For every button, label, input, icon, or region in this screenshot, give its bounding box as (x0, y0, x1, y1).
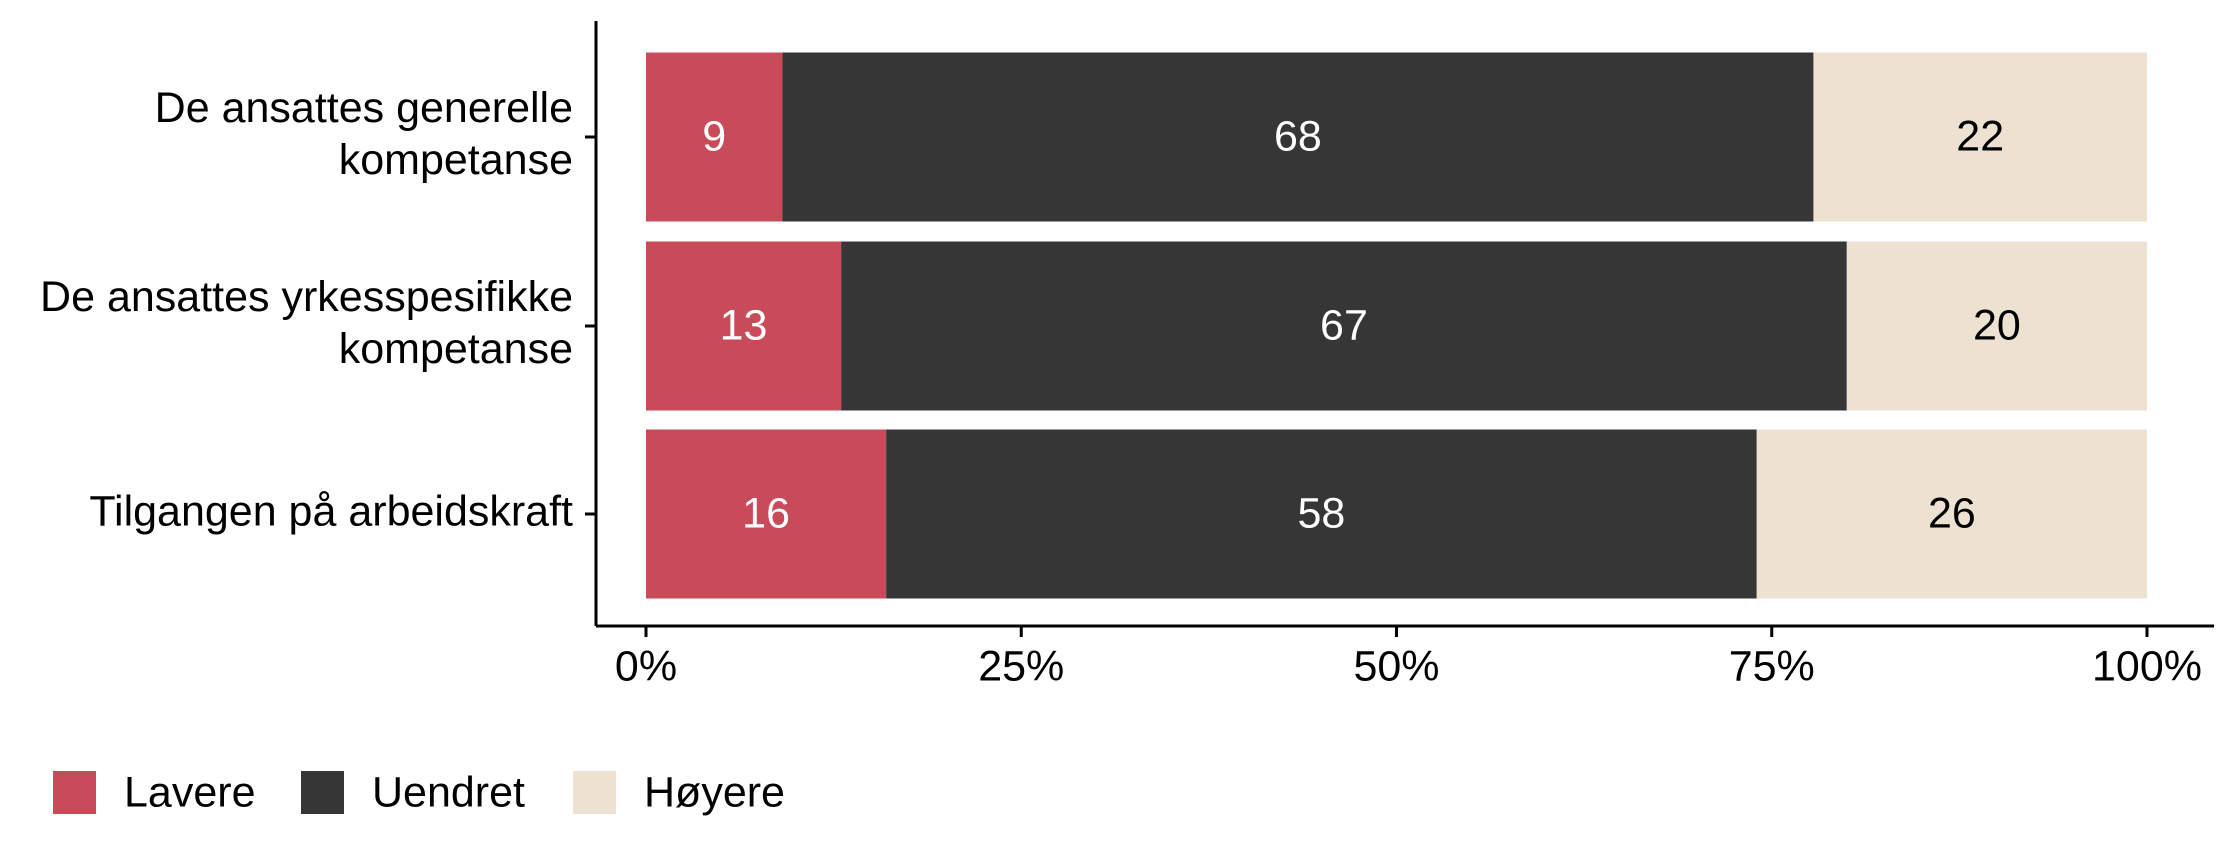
y-tick-label: De ansattes generelle kompetanse (155, 84, 573, 184)
legend-label: Uendret (372, 768, 525, 816)
bar-segment (1756, 429, 2147, 599)
bar-segment (646, 241, 842, 411)
legend-swatch (573, 771, 616, 814)
x-tick-label: 100% (2092, 642, 2202, 690)
value-label: 26 (1928, 489, 1976, 537)
bar-segment (782, 52, 1814, 222)
x-tick-label: 75% (1729, 642, 1815, 690)
value-label: 67 (1320, 301, 1368, 349)
value-label: 58 (1298, 489, 1346, 537)
value-label: 9 (702, 112, 726, 160)
x-tick-label: 0% (615, 642, 677, 690)
bar-segment (1846, 241, 2147, 411)
y-tick-label: De ansattes yrkesspesifikke kompetanse (40, 273, 573, 373)
x-tick-label: 50% (1353, 642, 1439, 690)
bar-segment (646, 52, 783, 222)
value-label: 22 (1956, 112, 2004, 160)
bar-segment (886, 429, 1757, 599)
x-tick-label: 25% (978, 642, 1064, 690)
bar-segment (1813, 52, 2147, 222)
value-label: 13 (720, 301, 768, 349)
bar-segment (841, 241, 1847, 411)
bar-segment (646, 429, 887, 599)
legend-swatch (53, 771, 96, 814)
legend-label: Lavere (124, 768, 255, 816)
value-label: 16 (742, 489, 790, 537)
legend-swatch (301, 771, 344, 814)
value-label: 20 (1973, 301, 2021, 349)
legend-label: Høyere (644, 768, 785, 816)
value-label: 68 (1274, 112, 1322, 160)
y-tick-label: Tilgangen på arbeidskraft (89, 487, 573, 535)
